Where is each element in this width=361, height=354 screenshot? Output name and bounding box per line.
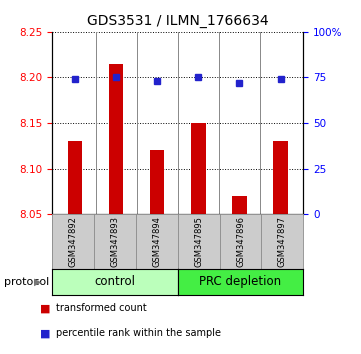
Bar (150, 150, 164, 214)
Text: GSM347893: GSM347893 (110, 216, 119, 267)
Text: ■: ■ (40, 328, 50, 338)
Text: protocol: protocol (4, 277, 49, 287)
Bar (109, 64, 123, 214)
Title: GDS3531 / ILMN_1766634: GDS3531 / ILMN_1766634 (87, 14, 269, 28)
Bar (68, 141, 82, 214)
Text: GSM347894: GSM347894 (152, 216, 161, 267)
Bar (191, 123, 205, 214)
Text: ■: ■ (40, 303, 50, 313)
Bar (273, 141, 288, 214)
Text: control: control (95, 275, 136, 288)
Text: GSM347896: GSM347896 (236, 216, 245, 267)
Text: PRC depletion: PRC depletion (200, 275, 282, 288)
Text: percentile rank within the sample: percentile rank within the sample (56, 328, 221, 338)
Text: GSM347895: GSM347895 (194, 216, 203, 267)
Bar (232, 196, 247, 214)
Text: GSM347897: GSM347897 (278, 216, 287, 267)
Text: transformed count: transformed count (56, 303, 147, 313)
Text: ▶: ▶ (34, 277, 41, 287)
Text: GSM347892: GSM347892 (69, 216, 78, 267)
